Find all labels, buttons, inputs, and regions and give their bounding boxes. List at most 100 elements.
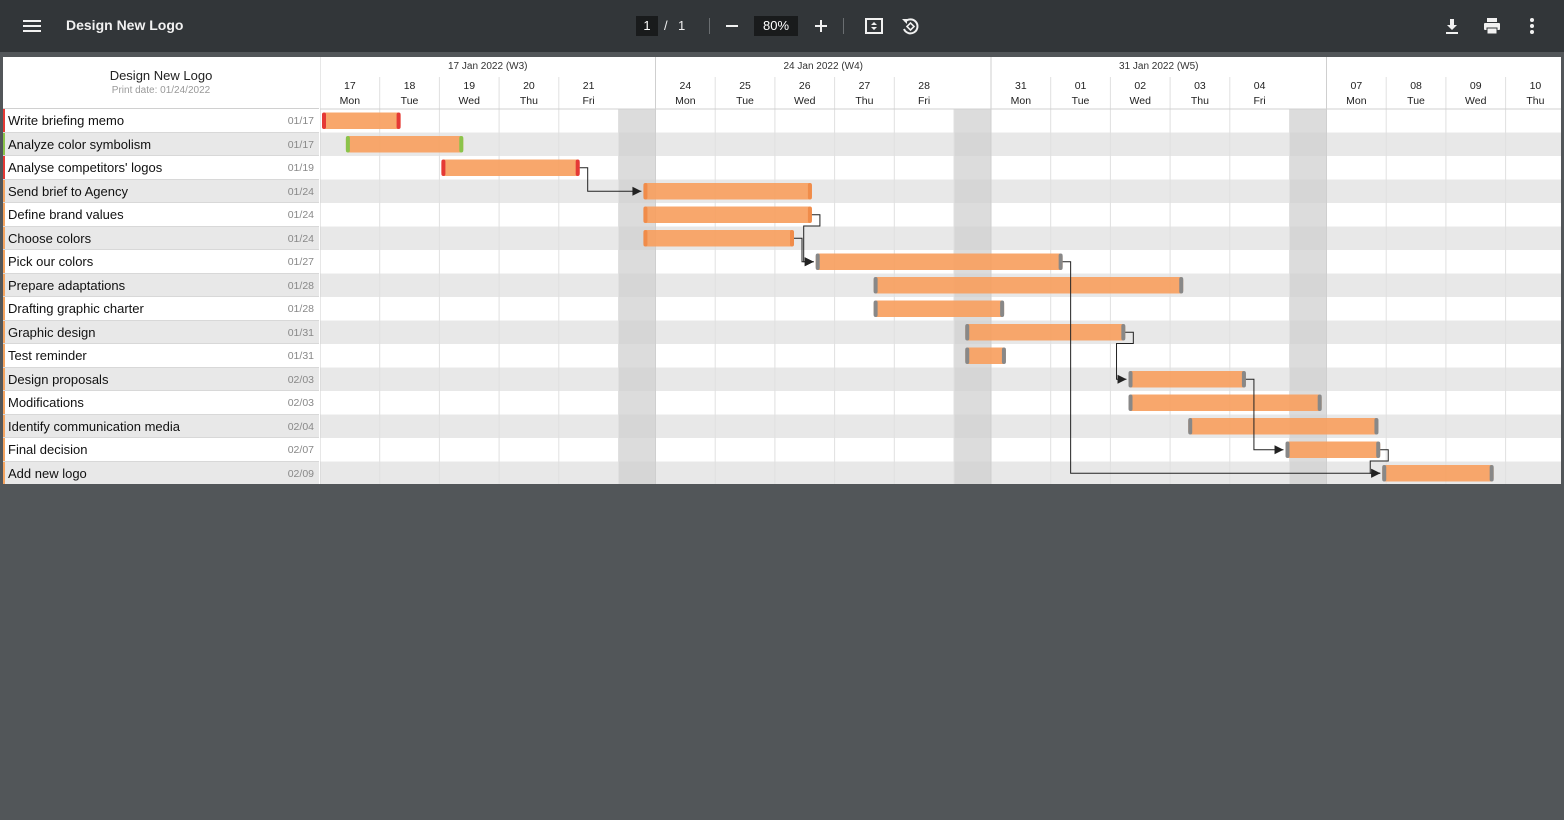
task-name: Modifications <box>8 395 84 410</box>
pdf-toolbar: Design New Logo 1 / 1 80% <box>0 0 1564 52</box>
week-label: 17 Jan 2022 (W3) <box>448 61 528 72</box>
weekend-shade <box>618 109 656 484</box>
task-bar-start-cap <box>322 112 326 129</box>
task-row[interactable]: Pick our colors 01/27 <box>3 250 319 274</box>
day-name: Fri <box>1253 95 1266 107</box>
task-row[interactable]: Final decision 02/07 <box>3 438 319 462</box>
day-name: Thu <box>1190 95 1209 107</box>
day-name: Wed <box>1129 95 1151 107</box>
task-name: Final decision <box>8 442 88 457</box>
rotate-button[interactable] <box>898 14 922 38</box>
day-name: Thu <box>1526 95 1545 107</box>
task-start-date: 01/28 <box>287 279 314 292</box>
task-bar-start-cap <box>1128 394 1133 411</box>
task-row[interactable]: Analyse competitors' logos 01/19 <box>3 156 319 180</box>
task-bar <box>322 112 401 129</box>
task-start-date: 01/27 <box>287 256 314 268</box>
zoom-out-button[interactable] <box>720 14 744 38</box>
task-bar <box>1188 418 1379 435</box>
task-bar-end-cap <box>807 206 812 223</box>
pdf-page: Design New Logo Print date: 01/24/2022 W… <box>3 57 1561 484</box>
task-bar-end-cap <box>1000 300 1005 317</box>
task-row[interactable]: Graphic design 01/31 <box>3 320 319 344</box>
more-vert-icon <box>1530 18 1534 34</box>
task-name: Pick our colors <box>8 254 94 269</box>
task-row[interactable]: Test reminder 01/31 <box>3 344 319 368</box>
task-start-date: 01/28 <box>287 303 314 315</box>
task-name: Add new logo <box>8 465 87 481</box>
task-bar-start-cap <box>1285 441 1290 458</box>
day-number: 02 <box>1134 80 1147 92</box>
day-name: Tue <box>1071 95 1090 107</box>
day-number: 24 <box>679 80 692 92</box>
task-row[interactable]: Define brand values 01/24 <box>3 203 319 227</box>
day-name: Fri <box>918 95 931 107</box>
day-number: 21 <box>582 80 595 92</box>
task-row[interactable]: Drafting graphic charter 01/28 <box>3 297 319 321</box>
task-bar <box>873 300 1005 317</box>
task-row[interactable]: Write briefing memo 01/17 <box>3 109 319 133</box>
page-separator: / <box>664 18 668 33</box>
task-bar-end-cap <box>575 159 580 176</box>
dependency-arrowhead <box>1274 445 1284 455</box>
task-bar-start-cap <box>1128 371 1133 388</box>
task-row[interactable]: Prepare adaptations 01/28 <box>3 273 319 297</box>
day-number: 25 <box>739 80 751 92</box>
task-bar-start-cap <box>1188 418 1193 435</box>
fit-page-button[interactable] <box>862 14 886 38</box>
zoom-level-input[interactable]: 80% <box>754 16 798 36</box>
task-start-date: 01/24 <box>287 232 314 245</box>
task-bar-start-cap <box>345 136 350 153</box>
task-start-date: 02/09 <box>287 467 314 480</box>
task-bar-start-cap <box>441 159 446 176</box>
dependency-arrowhead <box>1117 374 1127 384</box>
task-start-date: 02/03 <box>287 373 314 386</box>
day-number: 27 <box>858 80 871 92</box>
rotate-icon <box>902 18 919 35</box>
more-options-button[interactable] <box>1520 14 1544 38</box>
dependency-arrowhead <box>1371 468 1381 478</box>
print-icon <box>1484 18 1500 35</box>
task-row[interactable]: Design proposals 02/03 <box>3 367 319 391</box>
task-start-date: 01/31 <box>287 326 314 339</box>
task-bar-end-cap <box>1001 347 1006 364</box>
task-row[interactable]: Add new logo 02/09 <box>3 461 319 484</box>
task-bar-end-cap <box>790 230 795 247</box>
task-row[interactable]: Choose colors 01/24 <box>3 226 319 250</box>
task-bar-start-cap <box>965 347 970 364</box>
download-icon <box>1446 19 1458 34</box>
download-button[interactable] <box>1440 14 1464 38</box>
day-number: 26 <box>798 80 811 92</box>
task-bar <box>873 277 1184 294</box>
timeline-row-stripe <box>320 320 1561 344</box>
menu-icon[interactable] <box>20 14 44 38</box>
task-name: Choose colors <box>8 230 92 246</box>
print-button[interactable] <box>1480 14 1504 38</box>
page-number-input[interactable]: 1 <box>636 16 658 36</box>
toolbar-divider <box>843 18 844 34</box>
task-row[interactable]: Modifications 02/03 <box>3 391 319 415</box>
task-bar-end-cap <box>1179 277 1184 294</box>
gantt-left-header: Design New Logo Print date: 01/24/2022 <box>3 57 319 109</box>
task-start-date: 01/19 <box>287 162 314 174</box>
task-row[interactable]: Identify communication media 02/04 <box>3 414 319 438</box>
zoom-in-button[interactable] <box>809 14 833 38</box>
day-name: Wed <box>794 95 816 107</box>
task-bar-end-cap <box>1241 371 1246 388</box>
print-date: Print date: 01/24/2022 <box>111 85 211 96</box>
dependency-line <box>1062 261 1381 474</box>
day-number: 18 <box>403 80 416 92</box>
day-name: Tue <box>736 95 754 107</box>
task-row[interactable]: Send brief to Agency 01/24 <box>3 179 319 203</box>
document-title: Design New Logo <box>66 17 184 33</box>
task-row[interactable]: Analyze color symbolism 01/17 <box>3 132 319 156</box>
task-name: Define brand values <box>8 207 124 222</box>
page-total: 1 <box>678 18 686 33</box>
task-bar-end-cap <box>1121 324 1126 341</box>
timeline-row-stripe <box>320 179 1561 203</box>
task-bar <box>441 159 580 176</box>
task-name: Send brief to Agency <box>8 183 128 199</box>
dependency-arrowhead <box>632 186 642 196</box>
task-start-date: 01/17 <box>287 138 314 151</box>
timeline-row-stripe <box>320 132 1561 156</box>
